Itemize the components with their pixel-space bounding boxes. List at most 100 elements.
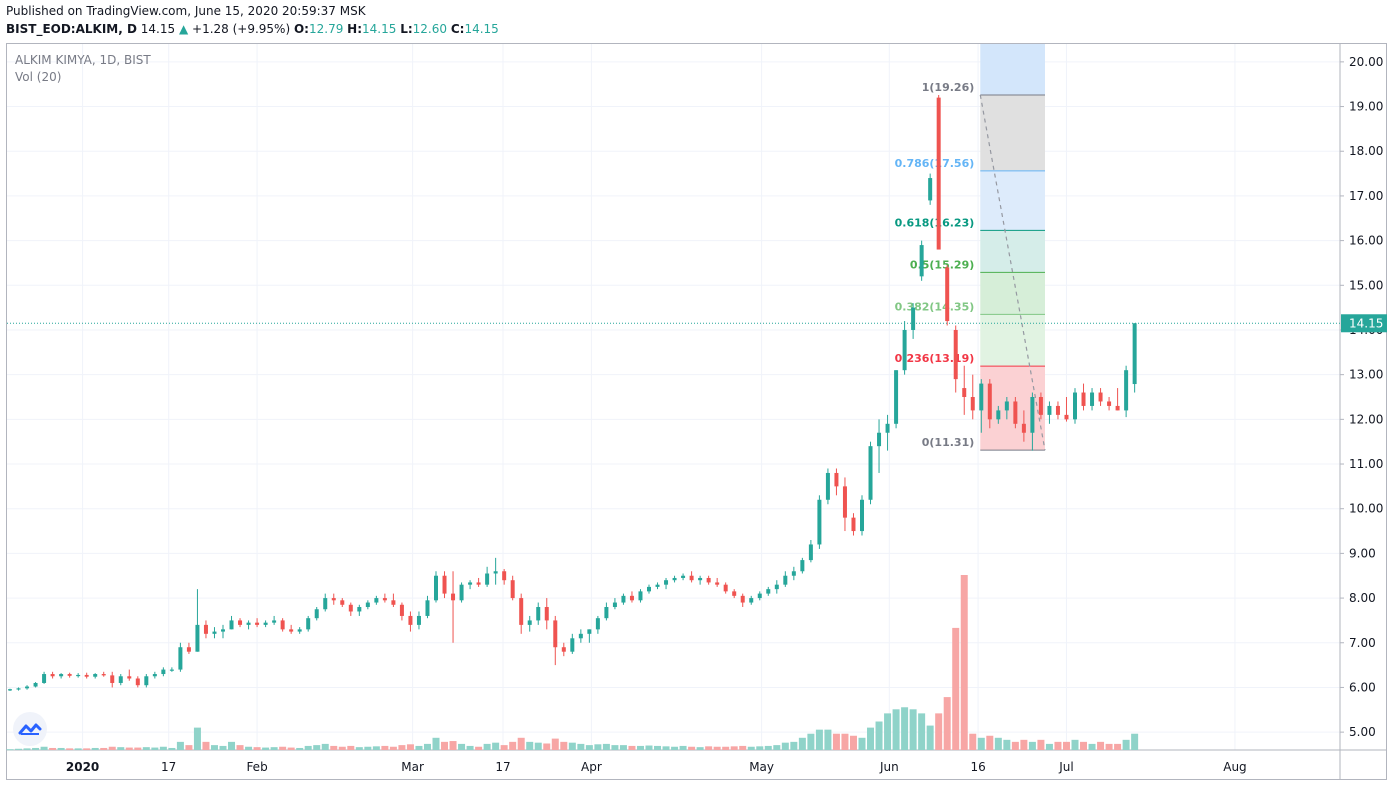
candle-body bbox=[825, 472, 830, 500]
volume-bar bbox=[296, 747, 304, 750]
candle-body bbox=[1073, 392, 1077, 420]
fib-level-label: 0.382(14.35) bbox=[895, 300, 975, 313]
candle-body bbox=[186, 647, 191, 652]
volume-bar bbox=[841, 733, 849, 750]
volume-bar bbox=[40, 746, 48, 750]
volume-bar bbox=[475, 746, 483, 750]
x-tick-label: Apr bbox=[581, 760, 602, 774]
candle-body bbox=[399, 604, 404, 616]
candle-body bbox=[774, 584, 779, 590]
volume-bar bbox=[355, 747, 363, 750]
x-tick-label: 16 bbox=[970, 760, 985, 774]
candle-body bbox=[93, 674, 98, 677]
candle-body bbox=[1047, 405, 1052, 415]
volume-bar bbox=[304, 745, 312, 750]
volume-bar bbox=[654, 745, 662, 750]
candle-body bbox=[195, 624, 200, 652]
published-line: Published on TradingView.com, June 15, 2… bbox=[6, 4, 366, 18]
candle-body bbox=[553, 620, 558, 648]
candle-body bbox=[152, 674, 157, 677]
volume-bar bbox=[372, 746, 380, 750]
close-label: C: bbox=[450, 22, 465, 36]
fib-band bbox=[980, 272, 1045, 315]
high-value: 14.15 bbox=[362, 22, 397, 36]
candle-body bbox=[519, 598, 524, 625]
volume-bar bbox=[423, 743, 431, 750]
volume-bar bbox=[619, 745, 627, 750]
candle-body bbox=[604, 607, 609, 619]
candle-body bbox=[936, 97, 941, 250]
x-tick-label: Mar bbox=[401, 760, 424, 774]
candle-body bbox=[1115, 405, 1120, 411]
candle-body bbox=[374, 598, 379, 603]
candle-body bbox=[1090, 392, 1095, 406]
candle-body bbox=[101, 674, 106, 676]
volume-bar bbox=[892, 709, 900, 750]
volume-bar bbox=[23, 748, 31, 750]
chart-legend-title: ALKIM KIMYA, 1D, BIST bbox=[15, 53, 151, 67]
candle-body bbox=[945, 267, 950, 322]
candle-body bbox=[757, 593, 762, 599]
volume-bar bbox=[74, 748, 82, 750]
volume-bar bbox=[739, 745, 747, 750]
last-price-badge bbox=[1341, 314, 1387, 333]
volume-bar bbox=[57, 747, 65, 750]
candle-body bbox=[1124, 370, 1129, 411]
volume-bar bbox=[449, 741, 457, 750]
x-tick-label: 2020 bbox=[66, 760, 99, 774]
volume-bar bbox=[458, 743, 466, 750]
candle-body bbox=[953, 329, 958, 380]
y-tick-label: 16.00 bbox=[1349, 234, 1383, 248]
x-tick-label: Feb bbox=[246, 760, 267, 774]
candle-body bbox=[502, 571, 507, 581]
candle-body bbox=[110, 675, 115, 683]
volume-bar bbox=[943, 697, 951, 750]
volume-bar bbox=[832, 733, 840, 750]
candle-body bbox=[860, 499, 864, 532]
volume-bar bbox=[398, 745, 406, 750]
volume-bar bbox=[151, 747, 159, 750]
volume-bar bbox=[202, 741, 210, 750]
fib-level-label: 0.618(16.23) bbox=[895, 216, 975, 229]
candle-body bbox=[238, 620, 243, 625]
volume-bar bbox=[935, 713, 943, 750]
volume-bar bbox=[432, 737, 440, 750]
volume-bar bbox=[747, 746, 755, 750]
volume-bar bbox=[1062, 741, 1070, 750]
volume-bar bbox=[32, 747, 40, 750]
x-tick-label: Aug bbox=[1223, 760, 1246, 774]
volume-bar bbox=[500, 745, 508, 750]
candle-body bbox=[178, 647, 183, 670]
volume-bar bbox=[330, 745, 338, 750]
chart-frame[interactable] bbox=[6, 43, 1387, 780]
volume-bar bbox=[585, 745, 593, 750]
volume-legend: Vol (20) bbox=[15, 70, 62, 84]
volume-bar bbox=[15, 748, 23, 750]
candle-body bbox=[280, 620, 285, 630]
volume-bar bbox=[688, 746, 696, 750]
volume-bar bbox=[926, 725, 934, 750]
volume-bar bbox=[108, 746, 116, 750]
candle-body bbox=[1098, 392, 1103, 402]
candle-body bbox=[323, 598, 328, 610]
fib-band bbox=[980, 170, 1045, 231]
candle-body bbox=[783, 575, 788, 585]
tradingview-logo-icon[interactable] bbox=[13, 712, 47, 746]
volume-bar bbox=[1080, 741, 1088, 750]
fib-band-top bbox=[980, 44, 1045, 95]
volume-bar bbox=[1071, 739, 1079, 750]
volume-bar bbox=[338, 746, 346, 750]
candle-body bbox=[570, 638, 575, 652]
volume-bar bbox=[645, 745, 653, 750]
candle-body bbox=[911, 307, 916, 330]
candle-body bbox=[851, 517, 856, 532]
y-tick-label: 8.00 bbox=[1349, 591, 1376, 605]
price-change: +1.28 (+9.95%) bbox=[192, 22, 291, 36]
candle-body bbox=[979, 383, 984, 411]
volume-bar bbox=[159, 746, 167, 750]
candle-body bbox=[118, 676, 123, 683]
volume-bar bbox=[66, 748, 74, 750]
tradingview-logo-glyph bbox=[18, 723, 42, 735]
y-tick-label: 19.00 bbox=[1349, 100, 1383, 114]
